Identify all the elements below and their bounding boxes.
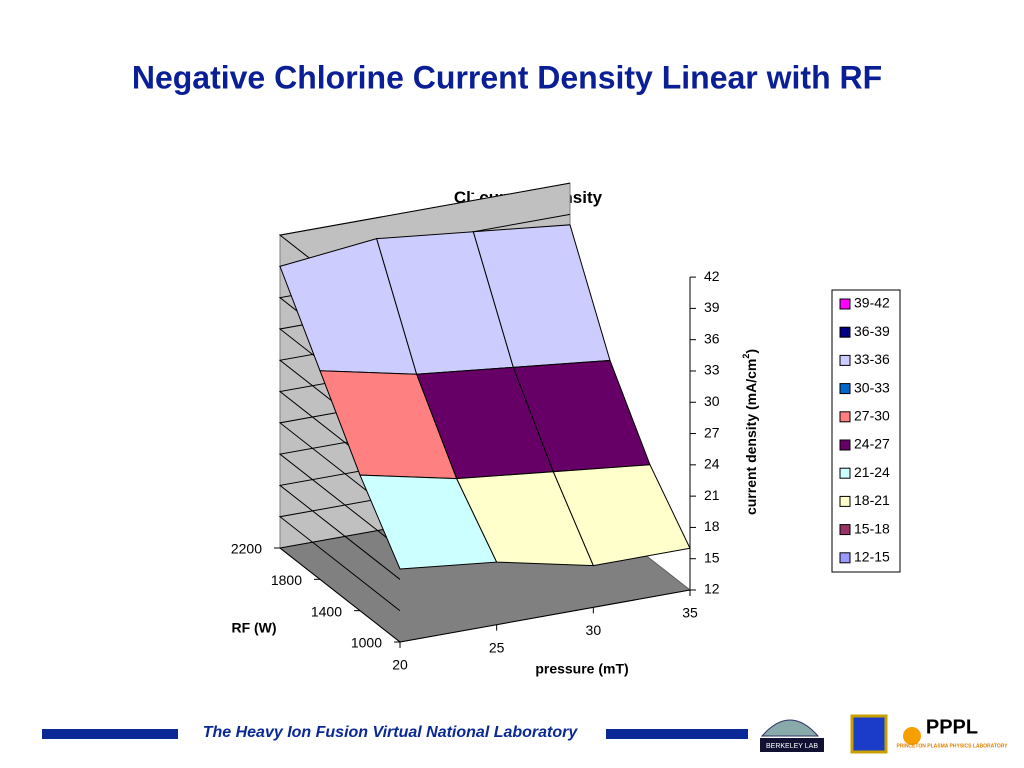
z-tick-label: 39 bbox=[704, 299, 720, 315]
legend-label: 21-24 bbox=[854, 464, 890, 480]
z-tick-label: 12 bbox=[704, 581, 720, 597]
x-axis-label: pressure (mT) bbox=[535, 661, 628, 677]
x-tick-label: 20 bbox=[392, 657, 408, 673]
z-tick-label: 36 bbox=[704, 330, 720, 346]
x-tick-label: 30 bbox=[586, 622, 602, 638]
legend-label: 33-36 bbox=[854, 351, 890, 367]
legend-swatch bbox=[839, 411, 851, 423]
logo-hif bbox=[850, 714, 888, 754]
y-tick-label: 2200 bbox=[231, 541, 262, 557]
legend-label: 15-18 bbox=[854, 520, 890, 536]
legend-swatch bbox=[839, 439, 851, 451]
y-tick-label: 1000 bbox=[351, 635, 382, 651]
logo-pppl-sun bbox=[903, 727, 921, 745]
surface-cell bbox=[552, 464, 691, 567]
y-axis-label: RF (W) bbox=[231, 620, 276, 636]
z-tick-label: 18 bbox=[704, 518, 720, 534]
y-tick-label: 1800 bbox=[271, 572, 302, 588]
title-sup: - bbox=[471, 187, 475, 199]
legend-label: 27-30 bbox=[854, 408, 890, 424]
x-axis bbox=[399, 589, 691, 643]
legend-swatch bbox=[839, 467, 851, 479]
legend-swatch bbox=[839, 326, 851, 338]
logo-berkeley-icon bbox=[760, 719, 820, 737]
x-tick-label: 35 bbox=[682, 605, 698, 621]
z-axis-label: current density (mA/cm2) bbox=[741, 349, 758, 515]
legend-swatch bbox=[839, 383, 851, 395]
x-tick-label: 25 bbox=[489, 639, 505, 655]
legend-label: 30-33 bbox=[854, 379, 890, 395]
legend-label: 24-27 bbox=[854, 436, 890, 452]
legend-label: 36-39 bbox=[854, 323, 890, 339]
z-label-sup: 2 bbox=[741, 354, 751, 359]
z-tick-label: 15 bbox=[704, 549, 720, 565]
y-tick-label: 1400 bbox=[311, 603, 342, 619]
z-tick-label: 42 bbox=[704, 268, 720, 284]
plot: 12 15 18 21 24 27 30 33 36 39 42 20 25 30 35 1000 1400 18… bbox=[231, 182, 720, 673]
footer-bar bbox=[606, 729, 748, 739]
z-tick-label: 33 bbox=[704, 362, 720, 378]
z-label-text: current density (mA/cm bbox=[743, 359, 759, 515]
logo-pppl: PPPL bbox=[926, 716, 978, 738]
z-tick-label: 30 bbox=[704, 393, 720, 409]
legend-label: 39-42 bbox=[854, 295, 890, 311]
legend-swatch bbox=[839, 495, 851, 507]
z-tick-label: 24 bbox=[704, 456, 720, 472]
z-label-text: ) bbox=[743, 349, 759, 354]
z-tick-label: 21 bbox=[704, 487, 720, 503]
legend-swatch bbox=[839, 552, 851, 564]
footer-bar bbox=[42, 729, 178, 739]
legend-swatch bbox=[839, 524, 851, 536]
logo-berkeley-band bbox=[760, 738, 824, 752]
z-tick-label: 27 bbox=[704, 424, 720, 440]
legend-label: 12-15 bbox=[854, 549, 890, 565]
footer-text: The Heavy Ion Fusion Virtual National La… bbox=[203, 724, 579, 741]
page-title: Negative Chlorine Current Density Linear… bbox=[132, 59, 882, 95]
legend-swatch bbox=[839, 298, 851, 310]
logo-pppl-sub: PRINCETON PLASMA PHYSICS LABORATORY bbox=[896, 743, 1008, 749]
legend-label: 18-21 bbox=[854, 492, 890, 508]
logo-berkeley: BERKELEY LAB bbox=[766, 743, 818, 750]
legend-swatch bbox=[839, 354, 851, 366]
